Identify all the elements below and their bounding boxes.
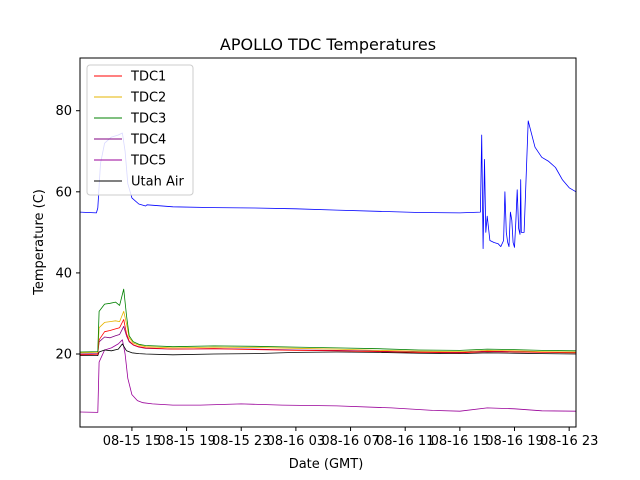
x-tick-label: 08-16 19 xyxy=(485,434,543,449)
x-tick-label: 08-16 15 xyxy=(431,434,489,449)
x-tick-label: 08-16 07 xyxy=(321,434,379,449)
y-tick-label: 80 xyxy=(55,104,72,119)
series-line-tdc2 xyxy=(80,310,576,354)
axes-frame xyxy=(79,57,577,428)
legend-label-tdc2: TDC2 xyxy=(130,91,166,106)
legend-label-tdc4: TDC4 xyxy=(130,133,166,148)
legend-label-tdc1: TDC1 xyxy=(130,70,166,85)
legend-items: TDC1 TDC2 TDC3 TDC4 TDC5 Utah Air xyxy=(94,70,184,190)
legend-label-tdc5: TDC5 xyxy=(130,154,166,169)
y-tick-label: 40 xyxy=(55,266,72,281)
x-tick-label: 08-15 23 xyxy=(212,434,270,449)
y-axis-label: Temperature (C) xyxy=(32,189,47,296)
y-axis: 20 40 60 80 xyxy=(55,104,80,363)
series-line-utah-air xyxy=(80,343,576,357)
x-tick-label: 08-16 23 xyxy=(540,434,598,449)
x-axis-label: Date (GMT) xyxy=(289,457,364,472)
y-tick-label: 20 xyxy=(55,348,72,363)
legend: TDC1 TDC2 TDC3 TDC4 TDC5 Utah Air xyxy=(86,64,194,196)
y-tick-label: 60 xyxy=(55,185,72,200)
x-tick-label: 08-15 19 xyxy=(157,434,215,449)
x-tick-label: 08-16 03 xyxy=(267,434,325,449)
x-tick-label: 08-16 11 xyxy=(376,434,434,449)
series-line-tdc5 xyxy=(80,339,576,413)
legend-label-tdc3: TDC3 xyxy=(130,112,166,127)
legend-label-utah-air: Utah Air xyxy=(131,175,184,190)
chart-title: APOLLO TDC Temperatures xyxy=(220,35,436,54)
x-tick-label: 08-15 15 xyxy=(103,434,161,449)
series-line-tdc1 xyxy=(80,319,576,356)
series-line-tdc3 xyxy=(80,288,576,353)
